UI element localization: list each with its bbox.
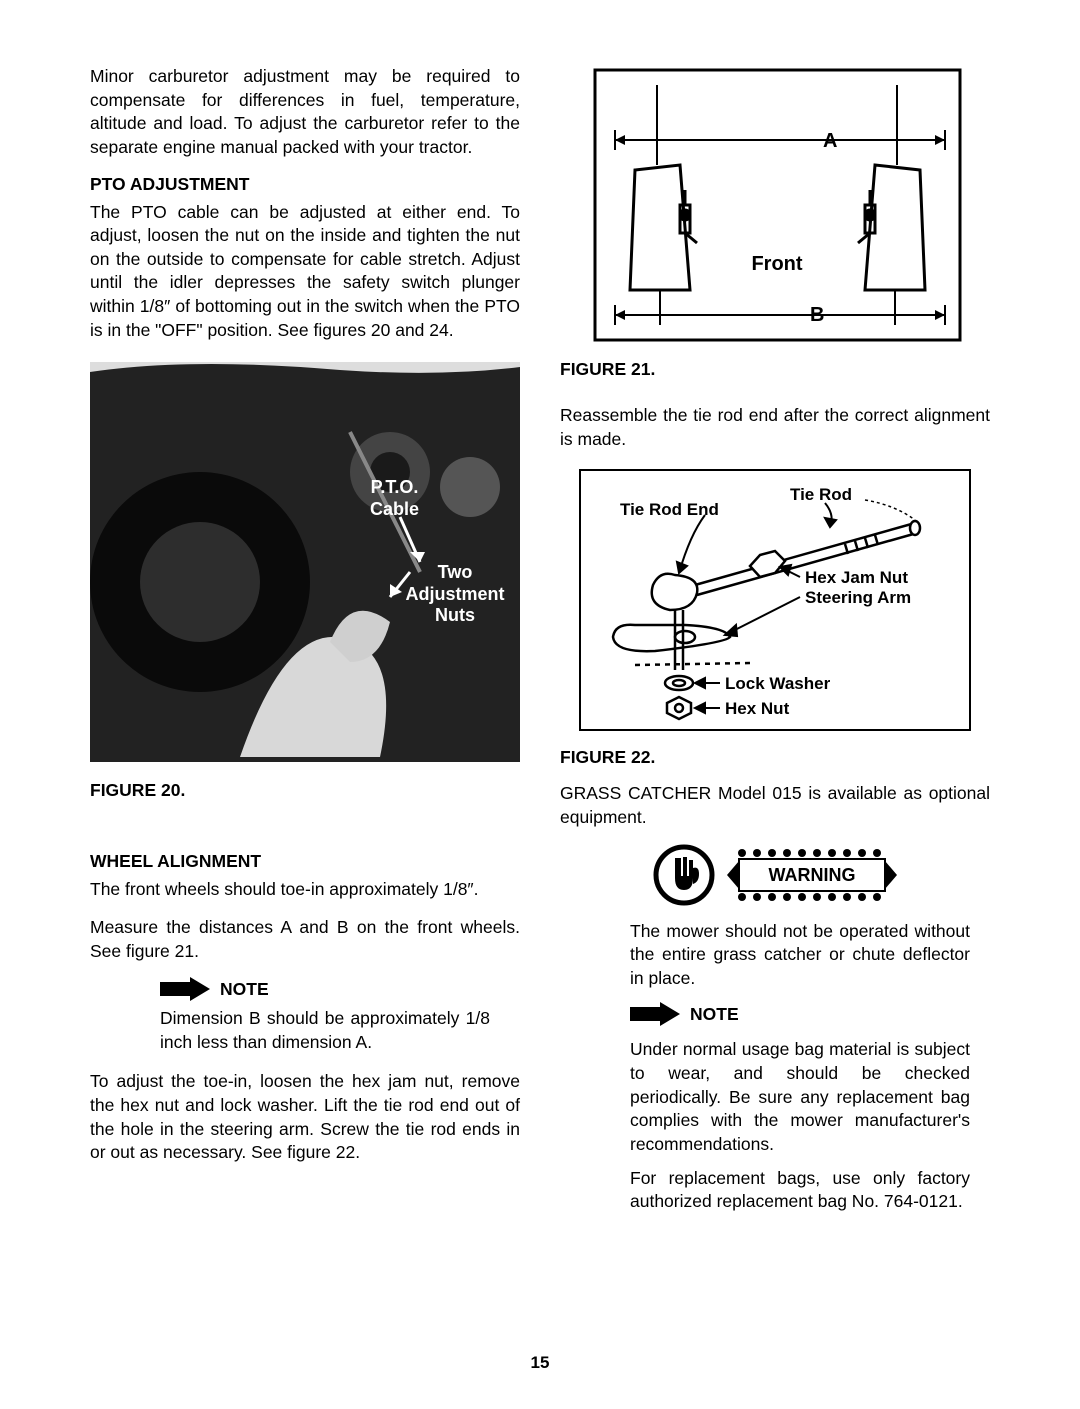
page-number: 15 (0, 1353, 1080, 1373)
wheel-p3: To adjust the toe-in, loosen the hex jam… (90, 1070, 520, 1165)
warning-hand-icon (653, 844, 715, 906)
figure-20-caption: FIGURE 20. (90, 780, 520, 801)
fig21-front-label: Front (751, 253, 802, 275)
note-text-left: Dimension B should be approximately 1/8 … (160, 1007, 490, 1054)
fig20-label-pto-cable: P.T.O. Cable (370, 477, 419, 520)
note-right-text2: For replacement bags, use only factory a… (630, 1167, 970, 1214)
fig21-a-label: A (823, 130, 837, 152)
left-column: Minor carburetor adjustment may be requi… (90, 65, 520, 1224)
warning-text: The mower should not be operated without… (630, 920, 970, 991)
figure-21: A Front B (585, 65, 965, 345)
pto-heading: PTO ADJUSTMENT (90, 174, 520, 195)
note-right-text-block: Under normal usage bag material is subje… (630, 1038, 970, 1213)
right-column: A Front B FIGURE 21. Reassemble the tie … (560, 65, 990, 1224)
wheel-alignment-heading: WHEEL ALIGNMENT (90, 851, 520, 872)
fig22-steering-arm: Steering Arm (805, 588, 911, 607)
intro-paragraph: Minor carburetor adjustment may be requi… (90, 65, 520, 160)
fig22-lock-washer: Lock Washer (725, 674, 831, 693)
warning-label-text: WARNING (769, 865, 856, 885)
note-label-right: NOTE (690, 1004, 739, 1025)
warning-block: WARNING (560, 844, 990, 906)
fig20-label-two-nuts: Two Adjustment Nuts (390, 562, 520, 627)
grass-paragraph: GRASS CATCHER Model 015 is available as … (560, 782, 990, 829)
figure-22: Tie Rod Tie Rod End Hex Jam Nut Steering… (575, 465, 975, 735)
pto-paragraph: The PTO cable can be adjusted at either … (90, 201, 520, 343)
figure-20: P.T.O. Cable Two Adjustment Nuts (90, 362, 520, 762)
note-right-text1: Under normal usage bag material is subje… (630, 1038, 970, 1156)
reassemble-paragraph: Reassemble the tie rod end after the cor… (560, 404, 990, 451)
fig22-tie-rod-end: Tie Rod End (620, 500, 719, 519)
fig22-hex-nut: Hex Nut (725, 699, 790, 718)
figure-21-caption: FIGURE 21. (560, 359, 990, 380)
arrow-icon (630, 1002, 680, 1026)
wheel-p2: Measure the distances A and B on the fro… (90, 916, 520, 963)
arrow-icon (160, 977, 210, 1001)
wheel-p1: The front wheels should toe-in approxima… (90, 878, 520, 902)
note-block-right: NOTE (630, 1002, 960, 1026)
note-label: NOTE (220, 979, 269, 1000)
fig22-tie-rod: Tie Rod (790, 485, 852, 504)
warning-text-block: The mower should not be operated without… (630, 920, 970, 991)
fig22-hex-jam: Hex Jam Nut (805, 568, 908, 587)
warning-bubble-icon: WARNING (727, 845, 897, 905)
note-block-left: NOTE Dimension B should be approximately… (160, 977, 490, 1054)
fig21-b-label: B (810, 304, 824, 326)
figure-22-caption: FIGURE 22. (560, 747, 990, 768)
